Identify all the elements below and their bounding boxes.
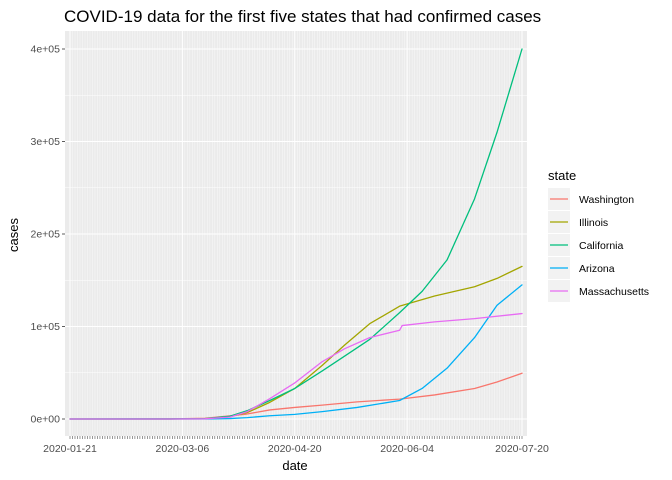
major-grid-y (65, 48, 527, 420)
y-tick-labels: 0e+00 1e+05 2e+05 3e+05 4e+05 (31, 44, 61, 426)
series-line-massachusetts (69, 312, 523, 420)
legend-label-illinois: Illinois (579, 217, 608, 229)
y-tick-label: 3e+05 (31, 136, 61, 148)
x-tick-label: 2020-04-20 (268, 443, 322, 455)
series-lines (69, 48, 523, 420)
legend-title: state (548, 168, 576, 183)
legend-item-washington: Washington (548, 188, 634, 210)
y-tick-label: 4e+05 (31, 44, 61, 56)
y-axis-title: cases (6, 218, 21, 252)
legend-item-arizona: Arizona (548, 257, 615, 279)
x-tick-label: 2020-03-06 (156, 443, 210, 455)
legend-label-washington: Washington (579, 194, 634, 206)
legend-item-illinois: Illinois (548, 211, 608, 233)
x-tick-label: 2020-01-21 (43, 443, 97, 455)
legend-item-california: California (548, 234, 624, 256)
y-tick-label: 2e+05 (31, 229, 61, 241)
y-tick-label: 0e+00 (31, 414, 61, 426)
minor-grid-y (65, 95, 527, 373)
legend-label-massachusetts: Massachusetts (579, 286, 649, 298)
x-tick-label: 2020-07-20 (495, 443, 549, 455)
legend-item-massachusetts: Massachusetts (548, 280, 649, 302)
x-axis-title: date (282, 458, 307, 473)
legend-items: Washington Illinois California Arizona Massa… (548, 188, 649, 302)
y-tick-label: 1e+05 (31, 321, 61, 333)
x-axis-ticks (69, 436, 523, 439)
x-tick-labels: 2020-01-21 2020-03-06 2020-04-20 2020-06-04… (43, 443, 549, 455)
chart-title: COVID-19 data for the first five states … (64, 7, 541, 26)
legend: state Washington Illinois California Arizon… (548, 168, 649, 302)
legend-label-arizona: Arizona (579, 263, 615, 275)
y-axis-ticks (62, 48, 65, 420)
legend-label-california: California (579, 240, 624, 252)
x-tick-label: 2020-06-04 (380, 443, 434, 455)
